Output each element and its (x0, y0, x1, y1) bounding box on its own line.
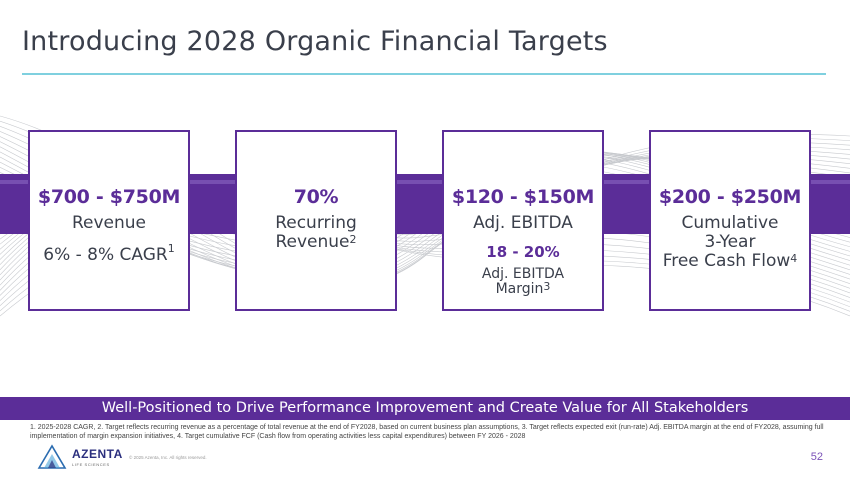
card-detail: 6% - 8% CAGR1 (43, 242, 175, 265)
logo-sub: LIFE SCIENCES (72, 462, 110, 467)
band-stripe (0, 180, 850, 184)
card-label: Revenue (71, 213, 147, 233)
target-card-free-cash-flow: $200 - $250M Cumulative 3-Year Free Cash… (649, 130, 811, 311)
target-card-adj-ebitda: $120 - $150M Adj. EBITDA 18 - 20% Adj. E… (442, 130, 604, 311)
card-headline: $120 - $150M (451, 186, 595, 208)
card-headline: $700 - $750M (37, 186, 181, 208)
slide-title: Introducing 2028 Organic Financial Targe… (22, 26, 608, 57)
page-number: 52 (810, 451, 823, 463)
target-card-recurring-revenue: 70% Recurring Revenue2 (235, 130, 397, 311)
logo-name: AZENTA (72, 447, 123, 461)
target-card-revenue: $700 - $750M Revenue 6% - 8% CAGR1 (28, 130, 190, 311)
value-banner: Well-Positioned to Drive Performance Imp… (0, 397, 850, 420)
card-sub-headline: 18 - 20% (486, 243, 560, 261)
copyright: © 2025 Azenta, Inc. All rights reserved. (129, 455, 207, 460)
azenta-logo-icon (37, 444, 67, 469)
card-sub-label: Adj. EBITDA Margin3 (481, 266, 565, 297)
card-headline: $200 - $250M (658, 186, 802, 208)
card-label: Cumulative 3-Year Free Cash Flow4 (662, 213, 798, 271)
card-label: Recurring Revenue2 (275, 213, 357, 252)
card-label: Adj. EBITDA (473, 213, 573, 233)
card-headline: 70% (293, 186, 339, 208)
title-divider (22, 73, 826, 75)
footnotes: 1. 2025-2028 CAGR, 2. Target reflects re… (30, 424, 824, 440)
